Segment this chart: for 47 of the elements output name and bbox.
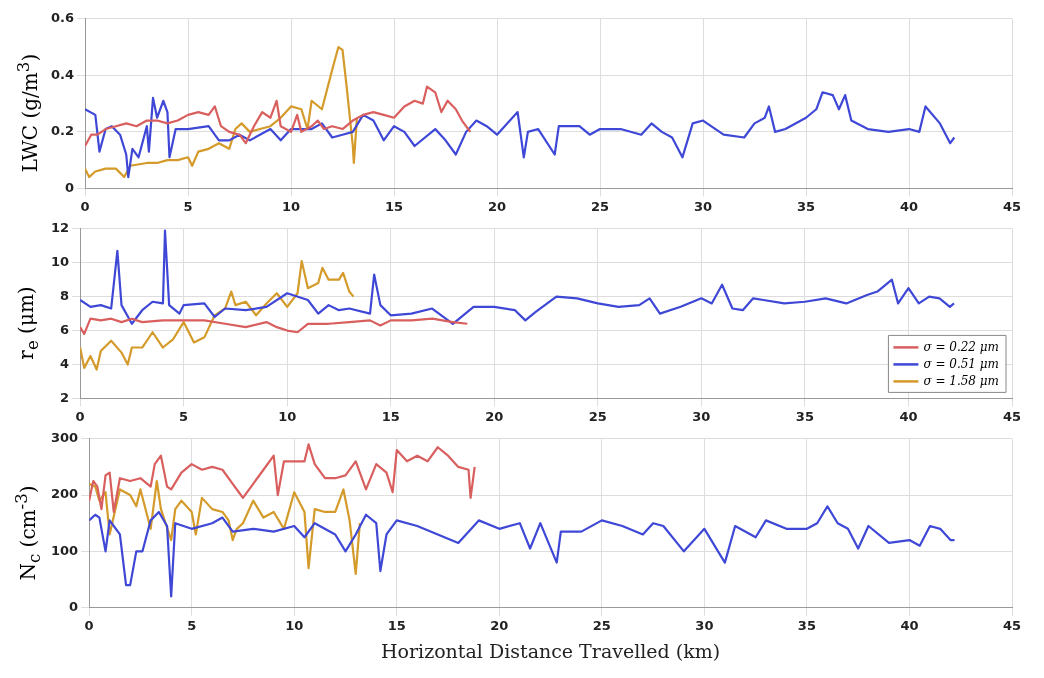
x-tick-label: 20 xyxy=(487,198,507,214)
x-tick-label: 45 xyxy=(1002,617,1022,633)
legend-label: σ = 1.58 μm xyxy=(923,373,1000,388)
x-tick-label: 15 xyxy=(381,408,400,424)
x-tick-label: 30 xyxy=(695,617,714,633)
y-tick-label: 8 xyxy=(60,288,70,304)
x-tick-label: 15 xyxy=(384,198,404,214)
x-tick-label: 30 xyxy=(692,408,711,424)
x-tick-label: 0 xyxy=(80,198,90,214)
x-tick-label: 40 xyxy=(900,617,919,633)
x-tick-label: 10 xyxy=(281,198,301,214)
legend-label: σ = 0.22 μm xyxy=(923,339,1000,354)
x-tick-label: 20 xyxy=(485,408,504,424)
x-tick-label: 5 xyxy=(187,617,197,633)
y-tick-label: 6 xyxy=(60,321,70,337)
x-tick-label: 35 xyxy=(796,198,816,214)
x-axis-title: Horizontal Distance Travelled (km) xyxy=(381,639,721,662)
x-tick-label: 20 xyxy=(490,617,509,633)
y-tick-label: 300 xyxy=(51,430,79,446)
y-tick-label: 2 xyxy=(60,389,70,405)
x-tick-label: 35 xyxy=(797,617,816,633)
y-tick-label: 100 xyxy=(51,542,79,558)
x-tick-label: 25 xyxy=(590,198,610,214)
x-tick-label: 5 xyxy=(179,408,189,424)
x-tick-label: 5 xyxy=(183,198,193,214)
x-tick-label: 45 xyxy=(1002,408,1022,424)
y-tick-label: 0.2 xyxy=(51,123,75,139)
y-tick-label: 0.4 xyxy=(51,66,75,82)
x-tick-label: 45 xyxy=(1002,198,1022,214)
x-tick-label: 40 xyxy=(899,198,919,214)
y-tick-label: 4 xyxy=(60,355,70,371)
x-tick-label: 10 xyxy=(285,617,304,633)
y-tick-label: 10 xyxy=(51,254,70,270)
y-tick-label: 200 xyxy=(51,486,79,502)
x-tick-label: 35 xyxy=(795,408,814,424)
x-tick-label: 25 xyxy=(588,408,607,424)
x-tick-label: 30 xyxy=(693,198,713,214)
x-tick-label: 10 xyxy=(278,408,297,424)
y-tick-label: 0 xyxy=(69,598,79,614)
y-tick-label: 0 xyxy=(64,179,75,195)
y-tick-label: 12 xyxy=(51,220,70,236)
legend-label: σ = 0.51 μm xyxy=(923,356,1000,371)
x-tick-label: 25 xyxy=(592,617,611,633)
x-tick-label: 15 xyxy=(387,617,406,633)
y-tick-label: 0.6 xyxy=(51,10,75,26)
x-tick-label: 40 xyxy=(899,408,918,424)
x-tick-label: 0 xyxy=(84,617,94,633)
